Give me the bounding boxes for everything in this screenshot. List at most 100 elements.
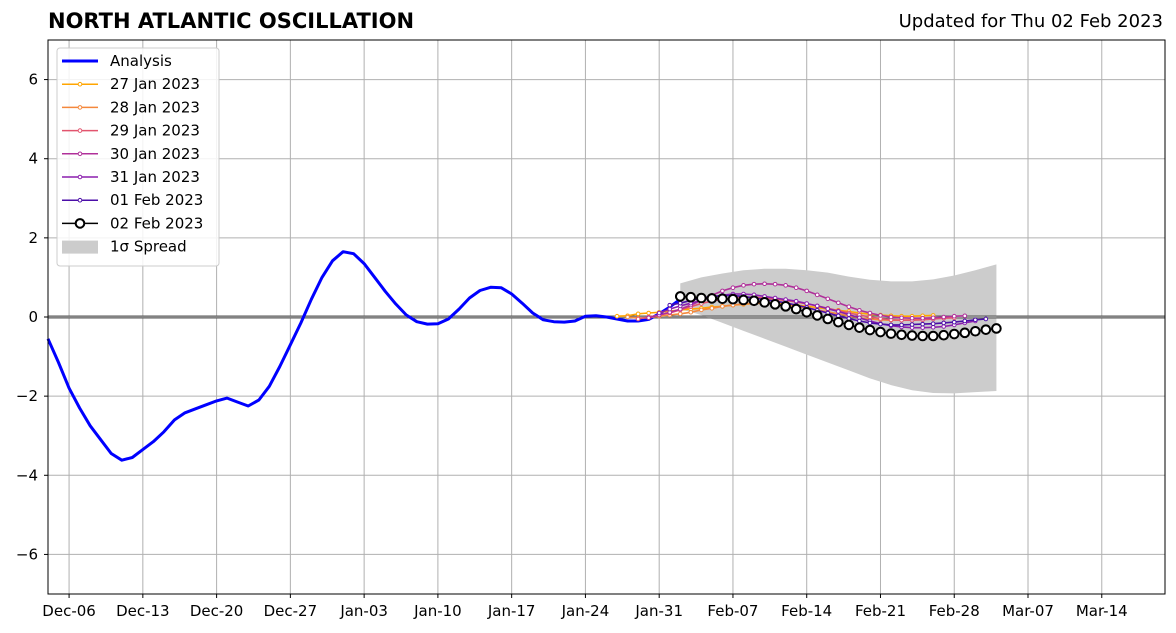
series-point <box>885 328 897 339</box>
series-point <box>878 321 883 327</box>
series-point <box>867 320 873 326</box>
y-tick-label: 4 <box>28 150 38 168</box>
series-point <box>909 322 915 327</box>
x-tick-label: Jan-10 <box>413 602 462 620</box>
axis-ticks: Dec-06 Dec-13 Dec-20 Dec-27 Jan-03 Jan-10 Jan-… <box>16 71 1128 620</box>
series-point <box>790 303 802 315</box>
series-point <box>720 288 725 294</box>
series-point <box>920 325 925 330</box>
series-point <box>836 309 841 314</box>
series-point <box>772 281 778 287</box>
series-point <box>843 319 855 331</box>
legend-item: 02 Feb 2023 <box>62 214 203 232</box>
series-point <box>614 313 620 319</box>
x-tick-label: Jan-31 <box>634 602 683 620</box>
x-tick-label: Feb-14 <box>781 602 832 620</box>
legend-label: 30 Jan 2023 <box>110 145 200 163</box>
series-point <box>677 300 683 306</box>
series-point <box>888 314 894 320</box>
series-point <box>667 302 673 308</box>
legend-item: 27 Jan 2023 <box>62 75 200 93</box>
series-point <box>951 319 957 325</box>
series-point <box>822 313 834 325</box>
series-point <box>738 294 749 306</box>
series-point <box>811 310 823 321</box>
series-point <box>962 318 968 324</box>
series-point <box>762 281 767 287</box>
legend-label: 31 Jan 2023 <box>110 168 200 186</box>
series-point <box>801 306 813 318</box>
series-point <box>857 307 862 313</box>
series-point <box>814 292 820 298</box>
series-point <box>814 303 820 309</box>
y-tick-label: −6 <box>16 545 38 563</box>
series-point <box>709 305 715 311</box>
legend: Analysis 27 Jan 2023 28 Jan 2023 29 Jan 202… <box>56 47 220 267</box>
x-tick-label: Dec-06 <box>42 602 96 620</box>
x-tick-label: Feb-07 <box>707 602 758 620</box>
spread-layer <box>680 264 997 394</box>
series-point <box>920 315 925 321</box>
series-layer <box>46 250 1002 462</box>
y-tick-label: 6 <box>28 71 38 89</box>
legend-marker <box>77 128 83 133</box>
series-point <box>699 307 704 313</box>
legend-marker <box>77 151 83 157</box>
series-point <box>909 315 915 321</box>
series-point <box>688 309 694 315</box>
series-point <box>970 325 981 337</box>
legend-label: 29 Jan 2023 <box>110 122 200 140</box>
series-point <box>804 288 810 294</box>
chart-subtitle: Updated for Thu 02 Feb 2023 <box>898 11 1163 32</box>
spread-band <box>680 264 997 394</box>
series-point <box>783 283 788 288</box>
series-point <box>685 291 697 303</box>
series-point <box>927 330 939 342</box>
series-point <box>896 329 907 341</box>
legend-box <box>56 47 220 267</box>
series-point <box>793 298 799 304</box>
legend-item: 29 Jan 2023 <box>62 122 200 140</box>
series-point <box>656 310 662 316</box>
series-point <box>983 316 989 322</box>
legend-marker <box>77 197 83 203</box>
series-point <box>696 292 707 304</box>
series-point <box>959 327 971 339</box>
series-point <box>906 330 918 341</box>
series-point <box>854 322 865 333</box>
series-point <box>941 324 947 329</box>
legend-item: Analysis <box>62 52 172 70</box>
legend-item: 31 Jan 2023 <box>62 168 200 186</box>
legend-marker <box>77 81 83 87</box>
x-tick-label: Dec-20 <box>190 602 244 620</box>
series-point <box>930 315 936 321</box>
series-point <box>941 314 947 320</box>
series-point <box>888 322 894 328</box>
legend-label: 27 Jan 2023 <box>110 75 200 93</box>
x-tick-label: Mar-07 <box>1002 602 1054 620</box>
y-tick-label: 2 <box>28 229 38 247</box>
legend-label: 1σ Spread <box>110 238 187 256</box>
legend-label: 28 Jan 2023 <box>110 98 200 116</box>
x-tick-label: Dec-13 <box>116 602 170 620</box>
series-point <box>920 321 925 327</box>
series-point <box>677 311 683 317</box>
series-point <box>720 304 725 309</box>
series-point <box>846 312 852 317</box>
series-point <box>846 304 852 310</box>
series-point <box>825 296 831 302</box>
legend-item: 30 Jan 2023 <box>62 145 200 163</box>
legend-marker <box>74 218 86 229</box>
series-point <box>804 301 810 306</box>
x-tick-label: Jan-24 <box>561 602 610 620</box>
series-point <box>748 295 760 307</box>
series-point <box>833 316 844 328</box>
series-point <box>674 291 686 302</box>
series-point <box>717 293 728 305</box>
series-point <box>938 329 950 341</box>
series-point <box>825 306 831 311</box>
series-point <box>769 299 781 310</box>
legend-item: 01 Feb 2023 <box>62 191 203 209</box>
series-point <box>793 285 799 291</box>
x-tick-label: Feb-21 <box>855 602 906 620</box>
